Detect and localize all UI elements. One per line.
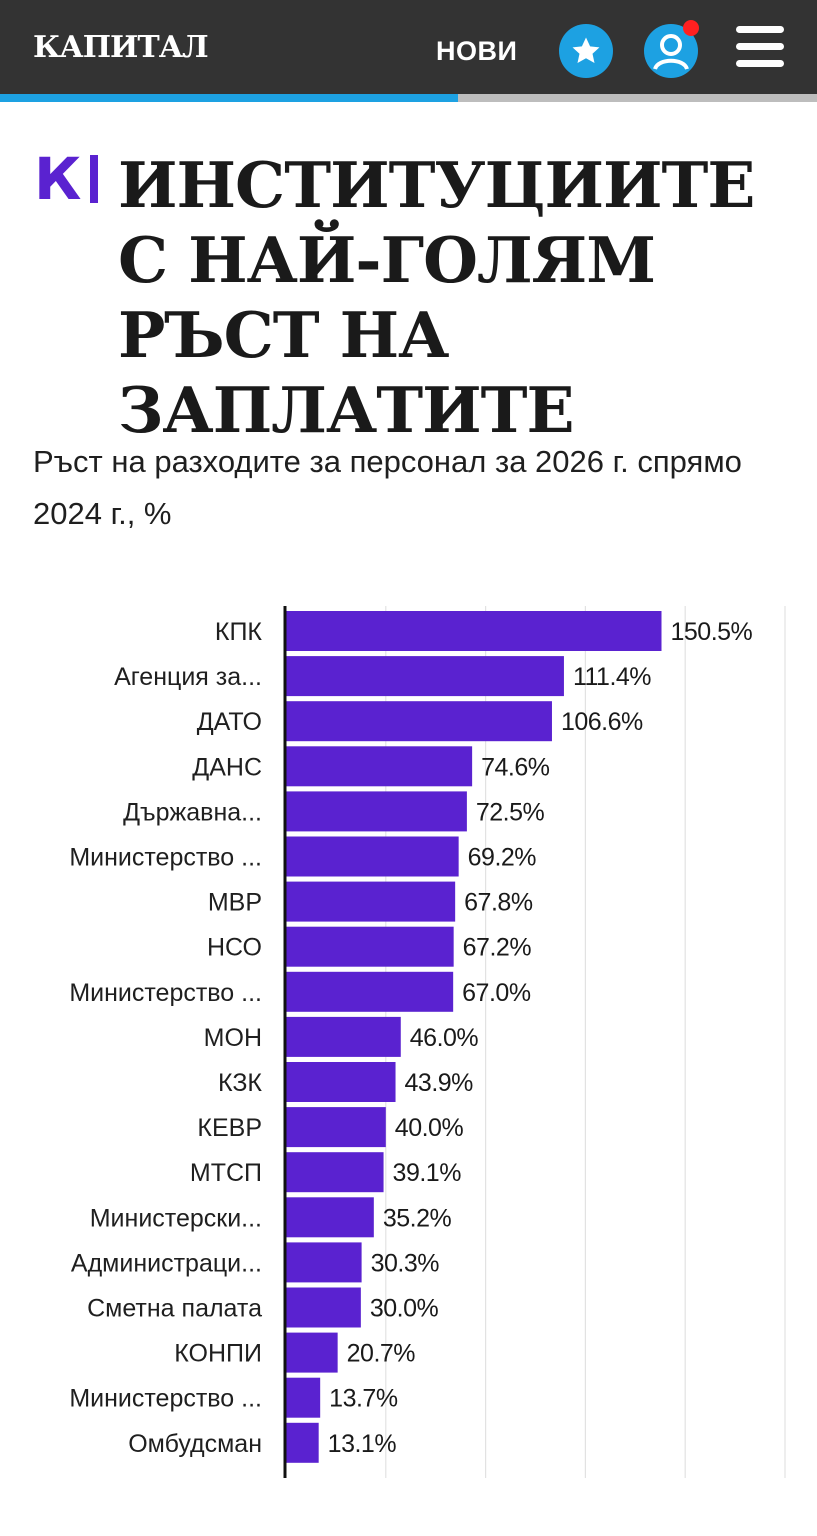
reading-progress-bar (0, 94, 817, 102)
reading-progress-fill (0, 94, 458, 102)
category-label: Омбудсман (128, 1430, 262, 1458)
category-label: КОНПИ (174, 1340, 262, 1368)
bar[interactable] (286, 791, 467, 832)
user-icon (653, 34, 689, 70)
nav-link-new[interactable]: НОВИ (436, 36, 518, 66)
chart-subtitle: Ръст на разходите за персонал за 2026 г.… (33, 444, 742, 531)
category-label: Агенция за... (114, 663, 262, 691)
value-label: 72.5% (476, 798, 545, 826)
brand-mark-bar (90, 155, 98, 203)
bar[interactable] (286, 1197, 374, 1238)
favorites-button[interactable] (559, 24, 613, 78)
bar[interactable] (286, 971, 454, 1012)
bar[interactable] (286, 1062, 396, 1102)
value-label: 35.2% (383, 1204, 452, 1232)
category-label: Администраци... (71, 1249, 262, 1277)
top-navigation-bar: КАПИТАЛ НОВИ (0, 0, 817, 94)
category-label: ДАНС (192, 753, 262, 781)
brand-mark: К (34, 145, 82, 213)
site-logo[interactable]: КАПИТАЛ (33, 30, 209, 65)
value-label: 74.6% (481, 753, 550, 781)
bar[interactable] (286, 836, 459, 877)
article-title: ИНСТИТУЦИИТЕ С НАЙ-ГОЛЯМ РЪСТ НА ЗАПЛАТИ… (118, 148, 755, 447)
value-label: 67.2% (463, 934, 532, 962)
category-label: Държавна... (123, 798, 262, 826)
value-label: 13.7% (329, 1385, 398, 1413)
value-label: 30.0% (370, 1295, 439, 1323)
value-label: 69.2% (468, 844, 537, 872)
value-label: 106.6% (561, 708, 643, 736)
menu-line (736, 43, 784, 50)
bar[interactable] (286, 611, 662, 651)
bar[interactable] (286, 1152, 384, 1193)
bar[interactable] (286, 1242, 362, 1283)
bar[interactable] (286, 881, 456, 922)
category-label: Министерски... (90, 1204, 262, 1232)
value-label: 46.0% (410, 1024, 479, 1052)
account-button[interactable] (644, 24, 698, 78)
category-label: ДАТО (197, 708, 262, 736)
category-label: КЕВР (197, 1114, 262, 1142)
star-icon (572, 37, 600, 64)
category-label: Сметна палата (87, 1295, 262, 1323)
category-label: МВР (208, 889, 262, 917)
value-label: 30.3% (371, 1249, 440, 1277)
value-label: 43.9% (405, 1069, 474, 1097)
category-label: КПК (215, 618, 263, 646)
notification-dot (683, 20, 699, 36)
bar[interactable] (286, 926, 454, 967)
value-label: 150.5% (670, 618, 752, 646)
category-label: Министерство ... (69, 979, 262, 1007)
bar[interactable] (286, 746, 473, 787)
bar[interactable] (286, 1016, 401, 1057)
bar[interactable] (286, 1287, 361, 1328)
value-label: 111.4% (573, 663, 651, 691)
value-label: 39.1% (393, 1159, 462, 1187)
bar[interactable] (286, 701, 552, 742)
category-label: КЗК (218, 1069, 262, 1097)
bar[interactable] (286, 656, 564, 697)
value-label: 13.1% (328, 1430, 397, 1458)
value-label: 67.8% (464, 889, 533, 917)
value-label: 40.0% (395, 1114, 464, 1142)
category-label: Министерство ... (69, 1385, 262, 1413)
bar[interactable] (286, 1332, 338, 1373)
category-label: МТСП (190, 1159, 262, 1187)
bar[interactable] (286, 1422, 319, 1463)
value-label: 20.7% (347, 1340, 416, 1368)
bar[interactable] (286, 1107, 386, 1148)
menu-line (736, 26, 784, 33)
menu-line (736, 60, 784, 67)
category-label: Министерство ... (69, 844, 262, 872)
bar[interactable] (286, 1377, 321, 1418)
hamburger-menu-button[interactable] (736, 26, 784, 74)
category-label: НСО (207, 934, 262, 962)
category-label: МОН (204, 1024, 262, 1052)
value-label: 67.0% (462, 979, 531, 1007)
